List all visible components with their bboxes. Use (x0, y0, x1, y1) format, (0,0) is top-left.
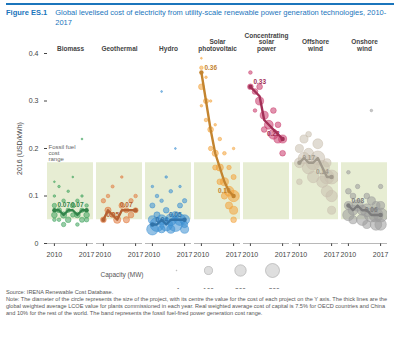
svg-text:2017: 2017 (79, 251, 95, 258)
svg-text:≥300: ≥300 (266, 287, 281, 289)
svg-text:Fossil fuelcostrange: Fossil fuelcostrange (49, 144, 76, 162)
svg-text:0.14: 0.14 (316, 168, 329, 175)
svg-text:Onshorewind: Onshorewind (351, 38, 378, 52)
svg-text:2017: 2017 (128, 251, 144, 258)
svg-text:0.10: 0.10 (218, 187, 231, 194)
svg-text:2010: 2010 (194, 251, 210, 258)
svg-text:Concentratingsolarpower: Concentratingsolarpower (244, 32, 288, 53)
svg-text:0.06: 0.06 (365, 206, 378, 213)
svg-text:0.07: 0.07 (57, 201, 70, 208)
html-text:Global levelised cost of elect: Global levelised cost of electricity fro… (55, 8, 387, 27)
html-text:Note: The diameter of the circ: Note: The diameter of the circle represe… (6, 296, 388, 316)
svg-text:2017: 2017 (324, 251, 340, 258)
svg-text:2010: 2010 (243, 251, 259, 258)
svg-text:Hydro: Hydro (159, 45, 178, 53)
svg-text:200: 200 (236, 287, 247, 289)
svg-text:≥1: ≥1 (173, 287, 181, 289)
html-text:Capacity (MW): Capacity (MW) (100, 270, 144, 278)
svg-text:2016 (USD/kWh): 2016 (USD/kWh) (16, 122, 24, 175)
svg-text:0.33: 0.33 (253, 78, 266, 85)
svg-text:2010: 2010 (96, 251, 112, 258)
svg-text:2017: 2017 (275, 251, 291, 258)
svg-text:Geothermal: Geothermal (101, 45, 137, 52)
svg-text:100: 100 (204, 287, 215, 289)
svg-text:0.4: 0.4 (29, 50, 39, 57)
svg-text:2010: 2010 (292, 251, 308, 258)
svg-text:2017: 2017 (177, 251, 193, 258)
svg-text:0.04: 0.04 (155, 216, 168, 223)
svg-text:2017: 2017 (226, 251, 242, 258)
svg-text:2010: 2010 (145, 251, 161, 258)
svg-text:0.05: 0.05 (106, 211, 119, 218)
html-text:Source: IRENA Renewable Cost D: Source: IRENA Renewable Cost Database. (6, 289, 114, 295)
svg-text:0.17: 0.17 (302, 154, 315, 161)
svg-text:0.36: 0.36 (204, 64, 217, 71)
svg-text:0.07: 0.07 (71, 201, 84, 208)
svg-text:0.05: 0.05 (169, 211, 182, 218)
svg-text:0.07: 0.07 (120, 201, 133, 208)
svg-text:2010: 2010 (47, 251, 63, 258)
svg-text:0.2: 0.2 (29, 145, 39, 152)
html-text:Figure ES.1: Figure ES.1 (6, 8, 48, 17)
svg-text:Biomass: Biomass (57, 45, 84, 52)
svg-text:0.22: 0.22 (267, 130, 280, 137)
svg-text:0.3: 0.3 (29, 97, 39, 104)
svg-text:0.1: 0.1 (29, 192, 39, 199)
svg-text:Offshorewind: Offshorewind (302, 38, 329, 52)
svg-text:2017: 2017 (373, 251, 389, 258)
svg-text:Solarphotovoltaic: Solarphotovoltaic (198, 38, 237, 53)
svg-text:0: 0 (35, 240, 39, 247)
svg-text:0.08: 0.08 (351, 197, 364, 204)
svg-text:2010: 2010 (341, 251, 357, 258)
